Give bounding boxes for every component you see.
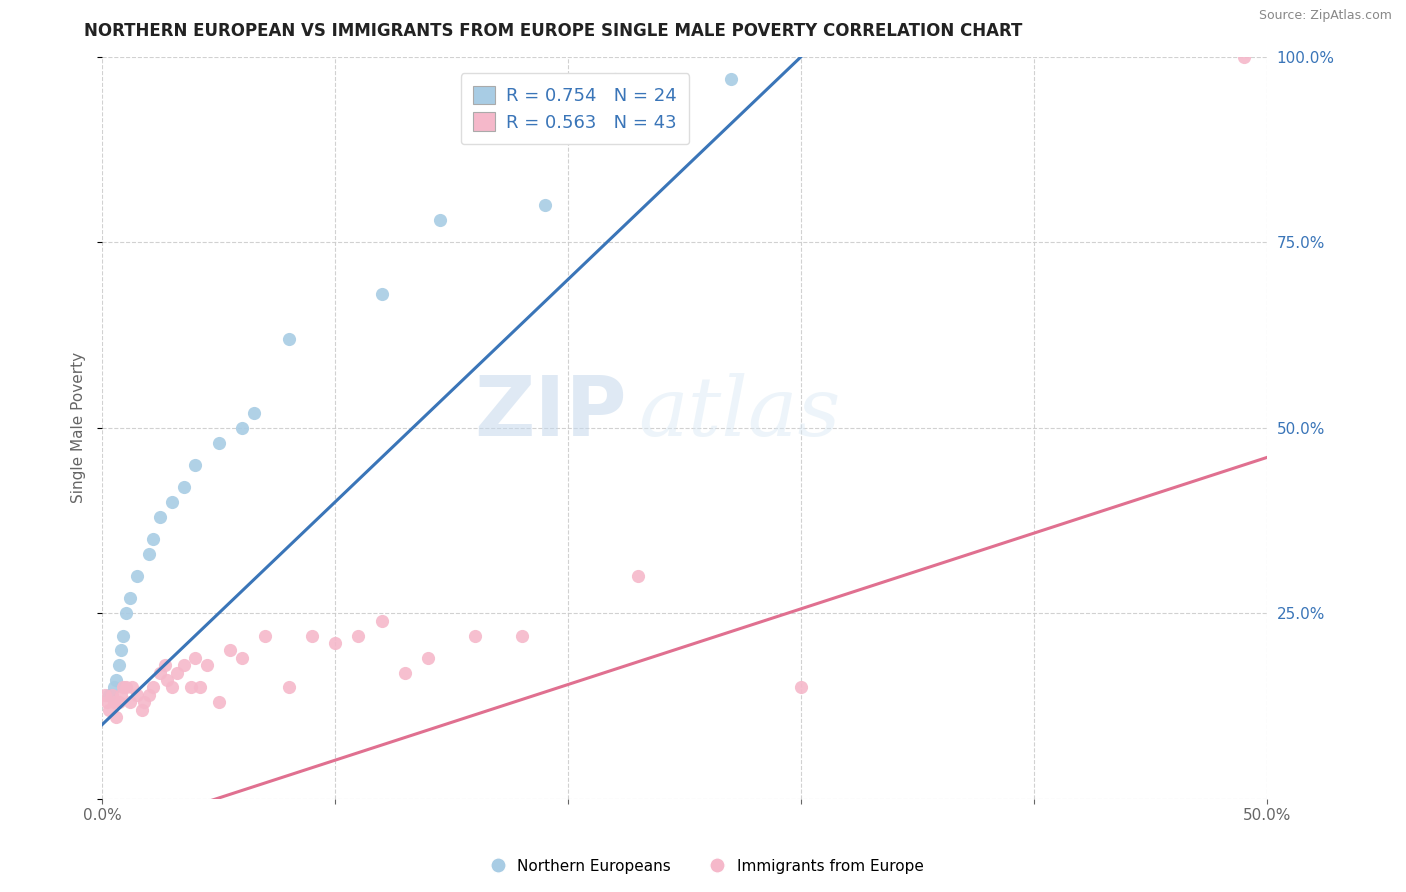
Point xyxy=(93,688,115,702)
Point xyxy=(156,673,179,687)
Point xyxy=(180,681,202,695)
Point xyxy=(184,650,207,665)
Point xyxy=(110,688,132,702)
Point xyxy=(208,695,231,709)
Point xyxy=(510,628,533,642)
Point xyxy=(1233,50,1256,64)
Point xyxy=(127,688,149,702)
Point xyxy=(418,650,440,665)
Point xyxy=(301,628,323,642)
Point xyxy=(173,480,195,494)
Point xyxy=(127,569,149,583)
Point xyxy=(142,532,165,546)
Point xyxy=(149,665,172,680)
Point xyxy=(138,688,160,702)
Point xyxy=(603,72,626,87)
Point xyxy=(131,703,153,717)
Point xyxy=(105,673,128,687)
Point xyxy=(134,695,156,709)
Point xyxy=(173,658,195,673)
Point xyxy=(195,658,218,673)
Point xyxy=(114,681,136,695)
Point xyxy=(394,665,416,680)
Text: ZIP: ZIP xyxy=(474,372,627,453)
Point xyxy=(153,658,176,673)
Point xyxy=(107,695,129,709)
Point xyxy=(103,681,125,695)
Point xyxy=(114,606,136,620)
Point xyxy=(242,406,264,420)
Point xyxy=(166,665,188,680)
Point xyxy=(98,688,121,702)
Point xyxy=(112,628,135,642)
Legend: R = 0.754   N = 24, R = 0.563   N = 43: R = 0.754 N = 24, R = 0.563 N = 43 xyxy=(461,73,689,145)
Point xyxy=(371,287,394,301)
Point xyxy=(184,458,207,472)
Point xyxy=(464,628,486,642)
Point xyxy=(160,495,183,509)
Point xyxy=(188,681,211,695)
Point xyxy=(534,198,557,212)
Point xyxy=(105,710,128,724)
Point xyxy=(277,332,299,346)
Point xyxy=(112,681,135,695)
Text: Source: ZipAtlas.com: Source: ZipAtlas.com xyxy=(1258,9,1392,22)
Point xyxy=(347,628,370,642)
Point xyxy=(231,421,253,435)
Point xyxy=(323,636,346,650)
Point xyxy=(720,72,742,87)
Point xyxy=(120,591,142,606)
Y-axis label: Single Male Poverty: Single Male Poverty xyxy=(72,352,86,503)
Point xyxy=(100,688,122,702)
Point xyxy=(149,509,172,524)
Point xyxy=(103,695,125,709)
Point xyxy=(138,547,160,561)
Text: atlas: atlas xyxy=(638,373,841,453)
Point xyxy=(121,681,143,695)
Legend: Northern Europeans, Immigrants from Europe: Northern Europeans, Immigrants from Euro… xyxy=(477,853,929,880)
Point xyxy=(208,435,231,450)
Text: NORTHERN EUROPEAN VS IMMIGRANTS FROM EUROPE SINGLE MALE POVERTY CORRELATION CHAR: NORTHERN EUROPEAN VS IMMIGRANTS FROM EUR… xyxy=(84,22,1022,40)
Point xyxy=(98,703,121,717)
Point xyxy=(790,681,813,695)
Point xyxy=(107,658,129,673)
Point xyxy=(96,695,118,709)
Point xyxy=(110,643,132,657)
Point xyxy=(277,681,299,695)
Point xyxy=(371,614,394,628)
Point xyxy=(120,695,142,709)
Point xyxy=(627,569,650,583)
Point xyxy=(254,628,277,642)
Point xyxy=(142,681,165,695)
Point xyxy=(160,681,183,695)
Point xyxy=(429,213,451,227)
Point xyxy=(219,643,242,657)
Point xyxy=(231,650,253,665)
